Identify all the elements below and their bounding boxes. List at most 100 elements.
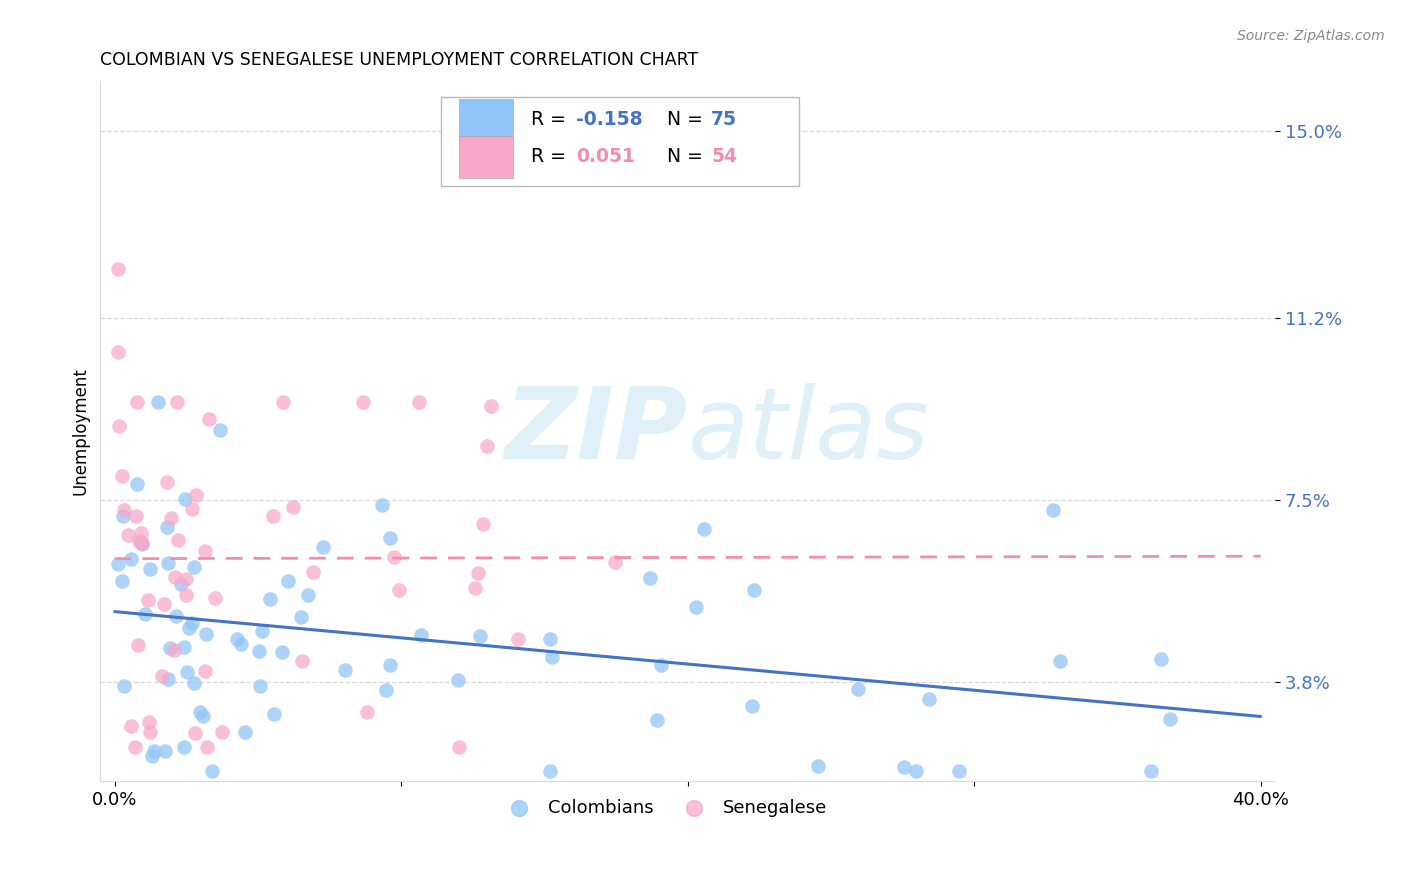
- Point: [111, 574, 134, 588]
- Point: [156, 475, 179, 490]
- Point: [138, 714, 160, 729]
- Text: atlas: atlas: [688, 383, 929, 480]
- Point: [411, 628, 433, 642]
- Point: [160, 511, 183, 525]
- Point: [475, 439, 498, 453]
- Point: [156, 520, 179, 534]
- Point: [262, 509, 284, 524]
- Point: [188, 705, 211, 719]
- Text: 0.051: 0.051: [576, 147, 636, 166]
- Point: [156, 556, 179, 570]
- Point: [231, 637, 253, 651]
- Point: [291, 654, 314, 668]
- Point: [538, 632, 561, 647]
- Point: [112, 679, 135, 693]
- Point: [173, 640, 195, 654]
- Point: [645, 713, 668, 727]
- Point: [948, 764, 970, 779]
- Point: [541, 649, 564, 664]
- Point: [297, 588, 319, 602]
- Text: ZIP: ZIP: [505, 383, 688, 480]
- Point: [1042, 503, 1064, 517]
- Point: [603, 555, 626, 569]
- Point: [174, 492, 197, 507]
- Point: [134, 607, 156, 621]
- Point: [198, 412, 221, 426]
- Text: N =: N =: [666, 110, 709, 129]
- Point: [186, 487, 208, 501]
- Point: [638, 571, 661, 585]
- Point: [157, 672, 180, 686]
- Point: [150, 669, 173, 683]
- Point: [1049, 654, 1071, 668]
- Point: [159, 641, 181, 656]
- Point: [139, 724, 162, 739]
- Point: [742, 582, 765, 597]
- Text: COLOMBIAN VS SENEGALESE UNEMPLOYMENT CORRELATION CHART: COLOMBIAN VS SENEGALESE UNEMPLOYMENT COR…: [100, 51, 699, 69]
- Point: [741, 698, 763, 713]
- Point: [111, 468, 134, 483]
- Point: [1140, 764, 1163, 779]
- Text: R =: R =: [531, 110, 572, 129]
- Point: [153, 597, 176, 611]
- Point: [479, 399, 502, 413]
- Point: [211, 725, 233, 739]
- Point: [247, 644, 270, 658]
- Point: [1159, 712, 1181, 726]
- Text: N =: N =: [666, 147, 709, 166]
- Point: [174, 572, 197, 586]
- Point: [352, 394, 374, 409]
- Point: [470, 629, 492, 643]
- Point: [917, 691, 939, 706]
- Point: [136, 593, 159, 607]
- Point: [163, 569, 186, 583]
- Point: [166, 394, 188, 409]
- Point: [139, 562, 162, 576]
- Text: 75: 75: [711, 110, 737, 129]
- Point: [194, 664, 217, 678]
- FancyBboxPatch shape: [458, 99, 513, 140]
- Point: [193, 709, 215, 723]
- Point: [467, 566, 489, 581]
- Point: [333, 663, 356, 677]
- Point: [107, 557, 129, 571]
- Point: [538, 764, 561, 779]
- Point: [108, 419, 131, 434]
- Point: [693, 522, 716, 536]
- Point: [177, 621, 200, 635]
- Point: [506, 632, 529, 646]
- Point: [1150, 651, 1173, 665]
- Point: [384, 549, 406, 564]
- Point: [129, 535, 152, 549]
- Point: [128, 533, 150, 548]
- Point: [846, 681, 869, 696]
- Point: [447, 673, 470, 687]
- Point: [302, 565, 325, 579]
- Point: [905, 764, 928, 779]
- Point: [263, 706, 285, 721]
- Point: [378, 531, 401, 545]
- Point: [259, 591, 281, 606]
- Point: [153, 744, 176, 758]
- FancyBboxPatch shape: [458, 136, 513, 178]
- Point: [131, 537, 153, 551]
- Point: [201, 764, 224, 779]
- Text: -0.158: -0.158: [576, 110, 643, 129]
- Point: [356, 706, 378, 720]
- Point: [124, 739, 146, 754]
- Point: [208, 423, 231, 437]
- Point: [107, 345, 129, 359]
- Point: [685, 600, 707, 615]
- Point: [197, 739, 219, 754]
- Point: [146, 394, 169, 409]
- Point: [408, 394, 430, 409]
- Point: [165, 609, 187, 624]
- Point: [194, 544, 217, 558]
- Point: [893, 760, 915, 774]
- Point: [464, 581, 486, 595]
- Y-axis label: Unemployment: Unemployment: [72, 368, 89, 495]
- Point: [194, 627, 217, 641]
- Point: [378, 658, 401, 673]
- Point: [107, 261, 129, 276]
- Point: [447, 739, 470, 754]
